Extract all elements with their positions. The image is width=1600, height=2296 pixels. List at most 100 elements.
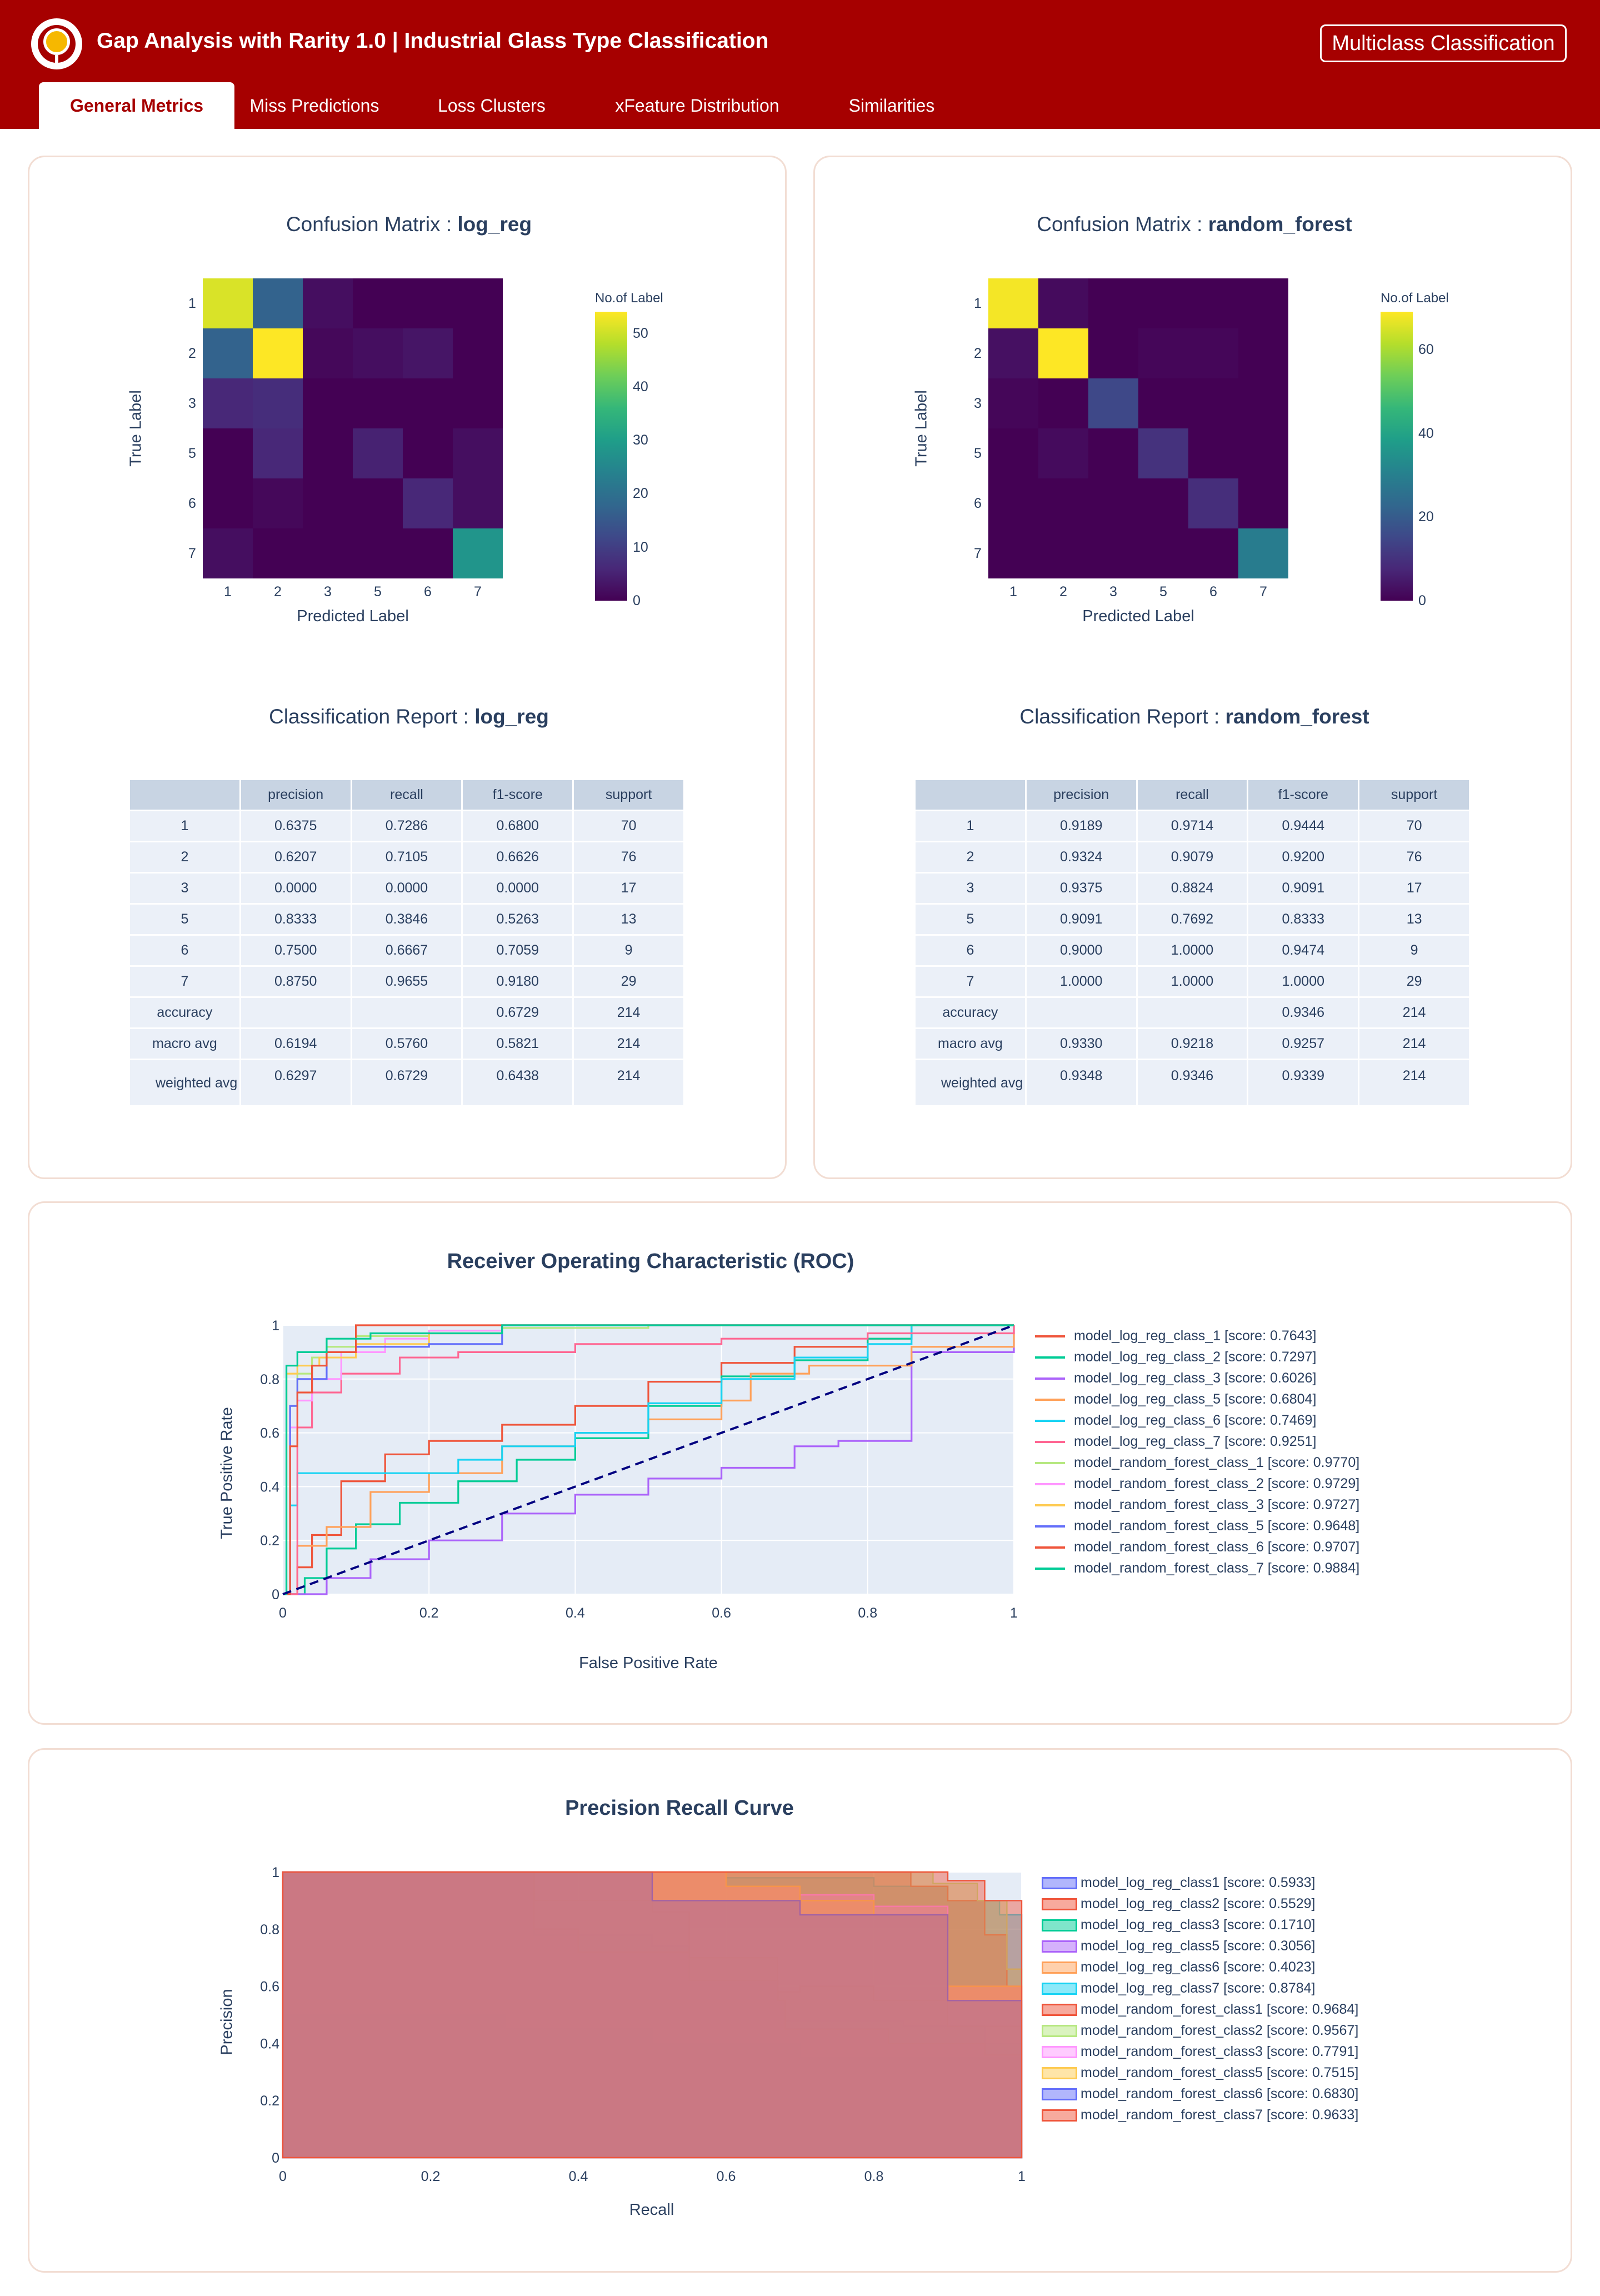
- heatmap-cell[interactable]: [1188, 328, 1238, 378]
- heatmap-cell[interactable]: [253, 328, 303, 378]
- heatmap-cell[interactable]: [203, 278, 253, 328]
- table-cell: 0.9079: [1136, 841, 1249, 874]
- multiclass-mode-button[interactable]: Multiclass Classification: [1320, 24, 1567, 62]
- heatmap-cell[interactable]: [1088, 428, 1138, 478]
- heatmap-cell[interactable]: [453, 478, 503, 528]
- table-row: 3 0.9375 0.8824 0.9091 17: [914, 872, 1471, 905]
- table-cell: [1024, 996, 1138, 1029]
- heatmap-cell[interactable]: [403, 278, 453, 328]
- heatmap-cell[interactable]: [1088, 528, 1138, 578]
- heatmap-cell[interactable]: [1238, 428, 1288, 478]
- heatmap-cell[interactable]: [303, 378, 353, 428]
- heatmap-cell[interactable]: [353, 428, 403, 478]
- heatmap-cell[interactable]: [303, 528, 353, 578]
- heatmap-cell[interactable]: [353, 328, 403, 378]
- heatmap-cell[interactable]: [1138, 478, 1188, 528]
- heatmap-cell[interactable]: [453, 528, 503, 578]
- heatmap-cell[interactable]: [353, 378, 403, 428]
- legend-line-swatch: [1035, 1462, 1065, 1464]
- pr-chart[interactable]: 0 0.2 0.4 0.6 0.8 1 0 0.2 0.4 0.6 0.8 1: [29, 1750, 1574, 2274]
- heatmap-cell[interactable]: [403, 528, 453, 578]
- heatmap-cell[interactable]: [1038, 528, 1088, 578]
- y-tick-label: 3: [974, 396, 982, 411]
- heatmap-cell[interactable]: [1138, 278, 1188, 328]
- heatmap-cell[interactable]: [203, 328, 253, 378]
- heatmap-cell[interactable]: [988, 328, 1038, 378]
- heatmap-cell[interactable]: [403, 378, 453, 428]
- heatmap-cell[interactable]: [253, 478, 303, 528]
- heatmap-cell[interactable]: [1238, 528, 1288, 578]
- heatmap-cell[interactable]: [203, 478, 253, 528]
- heatmap-cell[interactable]: [1038, 278, 1088, 328]
- heatmap-cell[interactable]: [988, 278, 1038, 328]
- heatmap-cell[interactable]: [253, 378, 303, 428]
- x-tick-label: 2: [1059, 584, 1067, 600]
- heatmap-cell[interactable]: [1238, 378, 1288, 428]
- table-cell: 0.7692: [1136, 903, 1249, 936]
- heatmap-cell[interactable]: [988, 528, 1038, 578]
- heatmap-cell[interactable]: [403, 428, 453, 478]
- heatmap-cell[interactable]: [203, 528, 253, 578]
- legend-label: model_log_reg_class_1 [score: 0.7643]: [1074, 1328, 1317, 1344]
- tab-general-metrics[interactable]: General Metrics: [39, 82, 234, 129]
- tab-miss-predictions[interactable]: Miss Predictions: [249, 96, 379, 116]
- heatmap-cell[interactable]: [1138, 328, 1188, 378]
- heatmap-cell[interactable]: [1038, 328, 1088, 378]
- heatmap-cell[interactable]: [1038, 378, 1088, 428]
- table-cell: 17: [572, 872, 685, 905]
- heatmap-cell[interactable]: [203, 378, 253, 428]
- heatmap-cell[interactable]: [253, 528, 303, 578]
- heatmap-cell[interactable]: [1238, 478, 1288, 528]
- heatmap-cell[interactable]: [1138, 428, 1188, 478]
- heatmap-cell[interactable]: [988, 378, 1038, 428]
- heatmap-cell[interactable]: [1038, 428, 1088, 478]
- heatmap-cell[interactable]: [353, 528, 403, 578]
- table-cell: 29: [572, 965, 685, 998]
- heatmap-cell[interactable]: [303, 478, 353, 528]
- table-cell: 0.9091: [1247, 872, 1360, 905]
- heatmap-cell[interactable]: [1088, 478, 1138, 528]
- heatmap-cell[interactable]: [453, 328, 503, 378]
- x-tick-label: 0.2: [421, 2169, 441, 2184]
- heatmap-cell[interactable]: [303, 328, 353, 378]
- heatmap-cell[interactable]: [353, 478, 403, 528]
- heatmap-cell[interactable]: [303, 428, 353, 478]
- heatmap-cell[interactable]: [453, 278, 503, 328]
- heatmap-cell[interactable]: [1138, 528, 1188, 578]
- heatmap-cell[interactable]: [1188, 428, 1238, 478]
- heatmap-cell[interactable]: [1188, 528, 1238, 578]
- heatmap-cell[interactable]: [303, 278, 353, 328]
- heatmap-cell[interactable]: [253, 428, 303, 478]
- heatmap-cell[interactable]: [1238, 278, 1288, 328]
- heatmap-cell[interactable]: [1088, 278, 1138, 328]
- heatmap-cell[interactable]: [1188, 478, 1238, 528]
- table-cell: 0.5821: [461, 1027, 574, 1060]
- heatmap-cell[interactable]: [403, 328, 453, 378]
- heatmap-cell[interactable]: [1038, 478, 1088, 528]
- table-row: 1 0.9189 0.9714 0.9444 70: [914, 810, 1471, 842]
- heatmap-cell[interactable]: [1138, 378, 1188, 428]
- heatmap-cell[interactable]: [453, 378, 503, 428]
- confusion-matrix-heatmap[interactable]: [203, 278, 503, 578]
- x-tick-label: 7: [1259, 584, 1267, 600]
- legend-label: model_random_forest_class_7 [score: 0.98…: [1074, 1560, 1360, 1576]
- tab-loss-clusters[interactable]: Loss Clusters: [438, 96, 546, 116]
- legend-label: model_random_forest_class_3 [score: 0.97…: [1074, 1497, 1360, 1513]
- heatmap-cell[interactable]: [403, 478, 453, 528]
- heatmap-cell[interactable]: [203, 428, 253, 478]
- heatmap-cell[interactable]: [988, 428, 1038, 478]
- heatmap-cell[interactable]: [1188, 278, 1238, 328]
- tab-xfeature-distribution[interactable]: xFeature Distribution: [615, 96, 779, 116]
- heatmap-cell[interactable]: [1088, 328, 1138, 378]
- heatmap-cell[interactable]: [1238, 328, 1288, 378]
- confusion-matrix-heatmap[interactable]: [988, 278, 1288, 578]
- tab-similarities[interactable]: Similarities: [848, 96, 935, 116]
- heatmap-cell[interactable]: [988, 478, 1038, 528]
- heatmap-cell[interactable]: [453, 428, 503, 478]
- heatmap-cell[interactable]: [1188, 378, 1238, 428]
- roc-chart[interactable]: 0 0.2 0.4 0.6 0.8 1 0 0.2 0.4 0.6 0.8 1: [29, 1203, 1574, 1726]
- heatmap-cell[interactable]: [353, 278, 403, 328]
- heatmap-cell[interactable]: [1088, 378, 1138, 428]
- roc-series-line: [283, 1324, 1014, 1595]
- heatmap-cell[interactable]: [253, 278, 303, 328]
